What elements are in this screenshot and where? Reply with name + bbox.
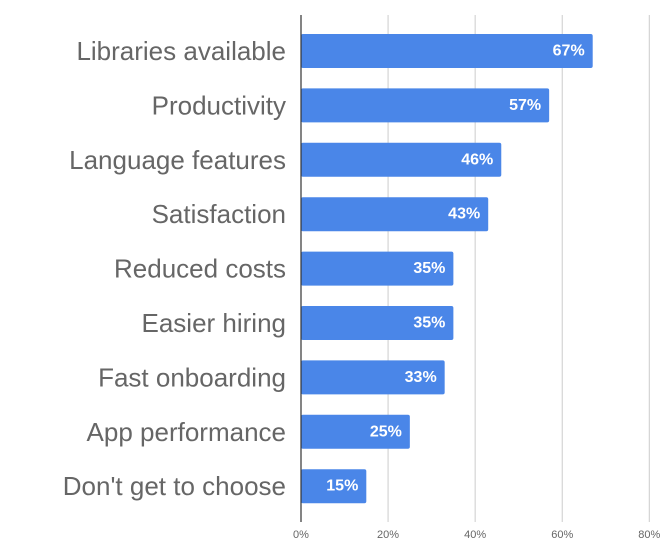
- data-label: 15%: [326, 478, 358, 495]
- bar: [301, 197, 489, 232]
- data-label: 67%: [553, 43, 585, 60]
- data-label: 35%: [413, 260, 445, 277]
- bar: [301, 88, 550, 123]
- x-tick-label: 40%: [464, 529, 486, 541]
- data-label: 43%: [448, 206, 480, 223]
- category-label: Don't get to choose: [63, 471, 286, 501]
- category-label: Libraries available: [76, 36, 286, 66]
- data-label: 33%: [405, 369, 437, 386]
- x-tick-label: 0%: [293, 529, 309, 541]
- category-label: Satisfaction: [152, 199, 286, 229]
- category-label: Language features: [69, 145, 286, 175]
- category-label: App performance: [87, 417, 286, 447]
- category-label: Productivity: [152, 90, 286, 120]
- category-label: Fast onboarding: [98, 362, 286, 392]
- x-tick-label: 60%: [551, 529, 573, 541]
- bar: [301, 34, 593, 68]
- bar: [301, 306, 454, 340]
- x-tick-label: 80%: [638, 529, 660, 541]
- bar: [301, 360, 445, 395]
- data-label: 46%: [461, 151, 493, 168]
- bar: [301, 469, 367, 504]
- category-label: Reduced costs: [114, 254, 286, 284]
- data-label: 57%: [509, 97, 541, 114]
- data-label: 25%: [370, 423, 402, 440]
- bar: [301, 414, 410, 449]
- data-label: 35%: [413, 315, 445, 332]
- bar: [301, 142, 502, 177]
- category-label: Easier hiring: [141, 308, 286, 338]
- x-tick-label: 20%: [377, 529, 399, 541]
- bar: [301, 251, 454, 286]
